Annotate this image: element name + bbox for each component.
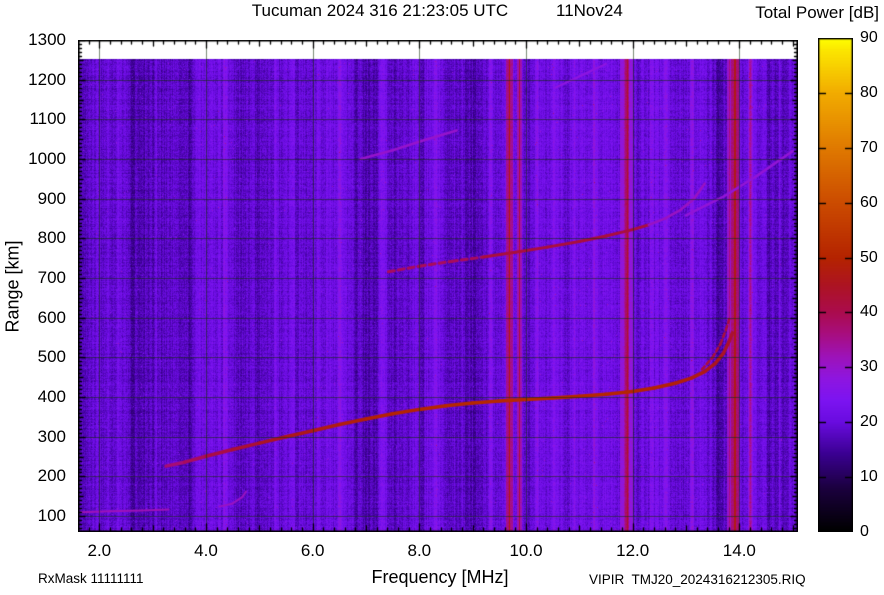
colorbar-tick-label: 90	[860, 29, 878, 46]
y-tick-label: 700	[37, 268, 66, 288]
x-tick-label: 6.0	[300, 541, 325, 560]
x-tick-label: 2.0	[87, 541, 112, 560]
y-tick-label: 600	[37, 307, 66, 327]
rx-mask-label: RxMask 11111111	[38, 571, 144, 586]
plot-date: 11Nov24	[556, 1, 623, 20]
colorbar-tick-label: 60	[860, 193, 878, 211]
y-tick-label: 800	[37, 228, 66, 248]
x-tick-label: 8.0	[407, 541, 432, 560]
colorbar-tick-label: 40	[860, 303, 878, 321]
colorbar-tick-label: 20	[860, 413, 878, 431]
y-tick-label: 1100	[29, 109, 66, 129]
plot-title: Tucuman 2024 316 21:23:05 UTC	[251, 1, 509, 20]
y-tick-label: 500	[37, 347, 66, 367]
x-tick-label: 10.0	[509, 541, 543, 560]
ionogram-plot-canvas	[78, 40, 798, 532]
y-tick-label: 200	[37, 466, 66, 486]
y-tick-label: 300	[37, 426, 66, 446]
colorbar-tick-label: 50	[860, 248, 878, 266]
y-tick-label: 1200	[28, 69, 66, 89]
colorbar-tick-label: 10	[860, 468, 878, 486]
x-tick-label: 14.0	[722, 541, 756, 560]
y-tick-label: 100	[37, 506, 66, 526]
y-tick-label: 1000	[28, 149, 66, 169]
colorbar-tick-label: 0	[860, 523, 869, 540]
data-file-label: VIPIR TMJ20_2024316212305.RIQ	[589, 572, 806, 587]
colorbar-title: Total Power [dB]	[755, 3, 879, 22]
colorbar-tick-label: 70	[860, 138, 878, 156]
y-tick-label: 900	[37, 188, 66, 208]
colorbar-tick-label: 30	[860, 358, 878, 376]
x-axis-label: Frequency [MHz]	[371, 567, 509, 587]
colorbar-gradient	[818, 38, 853, 532]
colorbar-tick-label: 80	[860, 83, 878, 101]
y-tick-label: 1300	[28, 30, 66, 49]
y-tick-label: 400	[37, 387, 66, 407]
x-tick-label: 4.0	[194, 541, 218, 560]
x-tick-label: 12.0	[616, 541, 650, 560]
